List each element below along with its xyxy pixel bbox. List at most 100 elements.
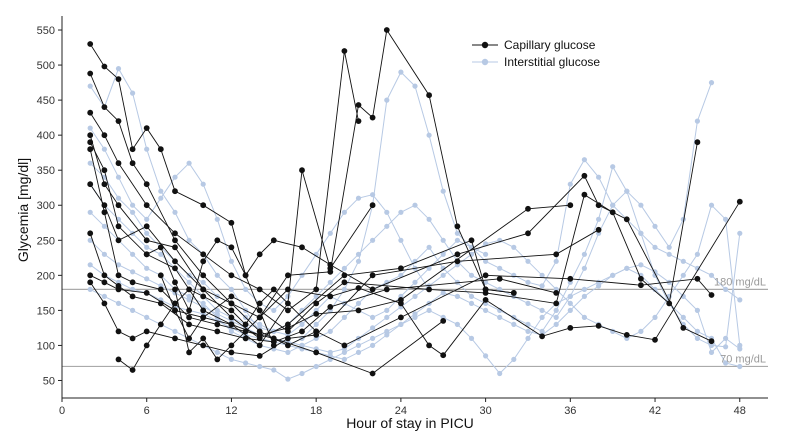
interstitial-point-6-1 (87, 237, 93, 243)
capillary-point-3-12 (355, 118, 362, 124)
capillary-point-7-6 (200, 286, 207, 293)
capillary-point-9-13 (525, 205, 531, 212)
interstitial-point-4-27 (454, 237, 460, 243)
interstitial-point-2-18 (327, 230, 333, 236)
capillary-point-14-17 (623, 332, 630, 338)
interstitial-point-4-44 (694, 265, 701, 271)
interstitial-point-8-17 (313, 363, 319, 370)
interstitial-point-6-3 (115, 262, 122, 268)
interstitial-point-4-21 (370, 314, 376, 320)
interstitial-point-8-14 (271, 367, 277, 373)
interstitial-point-3-32 (525, 300, 531, 306)
capillary-point-11-9 (242, 321, 249, 328)
capillary-point-7-3 (115, 237, 122, 244)
interstitial-point-3-36 (581, 265, 588, 271)
interstitial-point-7-41 (652, 286, 658, 292)
capillary-point-9-8 (256, 332, 263, 338)
interstitial-point-2-23 (398, 237, 404, 243)
capillary-point-6-10 (313, 349, 320, 356)
capillary-point-11-5 (172, 300, 178, 307)
interstitial-point-3-25 (426, 216, 432, 222)
interstitial-point-3-21 (370, 237, 376, 243)
capillary-point-12-20 (708, 338, 715, 345)
interstitial-point-4-42 (666, 251, 672, 257)
capillary-point-5-5 (172, 265, 178, 272)
interstitial-point-8-27 (454, 321, 460, 327)
tick-labels: 0 6 12 18 24 30 36 42 48 50 100 150 200 250 300 350 400 4… (37, 25, 746, 417)
capillary-point-4-11 (355, 102, 362, 108)
interstitial-point-5-2 (101, 223, 107, 229)
interstitial-point-8-47 (737, 346, 743, 352)
capillary-point-11-14 (398, 314, 404, 321)
capillary-point-9-14 (567, 202, 574, 209)
y-tick-label-350: 350 (37, 165, 55, 177)
interstitial-point-5-28 (468, 293, 475, 299)
capillary-point-14-3 (200, 335, 207, 342)
interstitial-point-4-26 (440, 251, 446, 257)
interstitial-point-3-34 (553, 314, 559, 320)
capillary-line-9 (90, 204, 571, 336)
capillary-point-14-12 (440, 352, 447, 359)
capillary-point-13-14 (609, 209, 616, 216)
capillary-point-12-1 (143, 251, 150, 258)
interstitial-point-8-30 (497, 370, 503, 377)
interstitial-point-7-37 (596, 283, 602, 289)
capillary-point-11-4 (157, 321, 164, 328)
interstitial-point-5-20 (355, 300, 362, 306)
capillary-point-14-6 (256, 314, 263, 321)
interstitial-point-6-22 (384, 314, 390, 320)
interstitial-point-8-28 (468, 335, 475, 341)
capillary-point-1-6 (157, 146, 164, 153)
capillary-point-11-17 (638, 282, 644, 289)
interstitial-point-8-4 (130, 307, 136, 313)
capillary-point-4-2 (101, 181, 108, 188)
interstitial-point-3-1 (87, 160, 93, 166)
interstitial-point-8-1 (87, 286, 93, 292)
capillary-point-1-4 (129, 146, 136, 153)
capillary-point-13-6 (256, 307, 263, 314)
capillary-point-3-9 (285, 307, 291, 314)
interstitial-point-6-21 (370, 325, 376, 331)
interstitial-point-6-4 (130, 269, 136, 275)
interstitial-point-2-10 (214, 216, 220, 222)
capillary-line-1 (89, 43, 275, 346)
capillary-point-4-15 (454, 223, 461, 230)
interstitial-point-4-38 (610, 202, 616, 208)
x-tick-label-18: 18 (310, 405, 322, 417)
capillary-point-5-8 (256, 342, 263, 349)
capillary-point-13-13 (581, 191, 588, 198)
capillary-point-10-3 (115, 328, 122, 335)
interstitial-point-1-6 (158, 188, 164, 194)
y-tick-label-100: 100 (37, 340, 55, 352)
interstitial-point-1-23 (398, 69, 404, 75)
capillary-point-14-9 (355, 285, 362, 291)
interstitial-point-4-33 (539, 283, 545, 289)
interstitial-point-2-19 (341, 209, 347, 215)
interstitial-point-7-47 (737, 363, 743, 370)
interstitial-point-4-34 (553, 258, 559, 264)
interstitial-point-5-30 (497, 307, 503, 313)
interstitial-point-3-20 (355, 251, 362, 257)
capillary-point-7-5 (172, 258, 178, 265)
interstitial-point-6-2 (101, 251, 107, 257)
interstitial-point-5-27 (454, 279, 460, 285)
capillary-point-1-2 (101, 63, 108, 70)
capillary-point-11-7 (200, 293, 207, 300)
interstitial-point-6-35 (567, 300, 573, 306)
capillary-point-11-16 (567, 275, 574, 282)
interstitial-point-5-18 (327, 328, 333, 334)
capillary-line-7 (89, 183, 514, 339)
capillary-point-3-7 (228, 272, 235, 279)
capillary-point-7-11 (398, 265, 404, 272)
interstitial-point-8-23 (398, 321, 404, 327)
interstitial-point-8-40 (638, 262, 644, 268)
interstitial-point-8-46 (723, 335, 729, 341)
interstitial-point-1-29 (483, 251, 489, 257)
interstitial-point-3-4 (130, 209, 136, 215)
capillary-point-13-17 (694, 139, 701, 146)
capillary-point-14-5 (228, 342, 235, 349)
y-tick-label-500: 500 (37, 60, 55, 72)
interstitial-point-7-21 (370, 342, 376, 348)
interstitial-point-8-29 (483, 353, 489, 359)
interstitial-point-8-45 (708, 349, 715, 355)
